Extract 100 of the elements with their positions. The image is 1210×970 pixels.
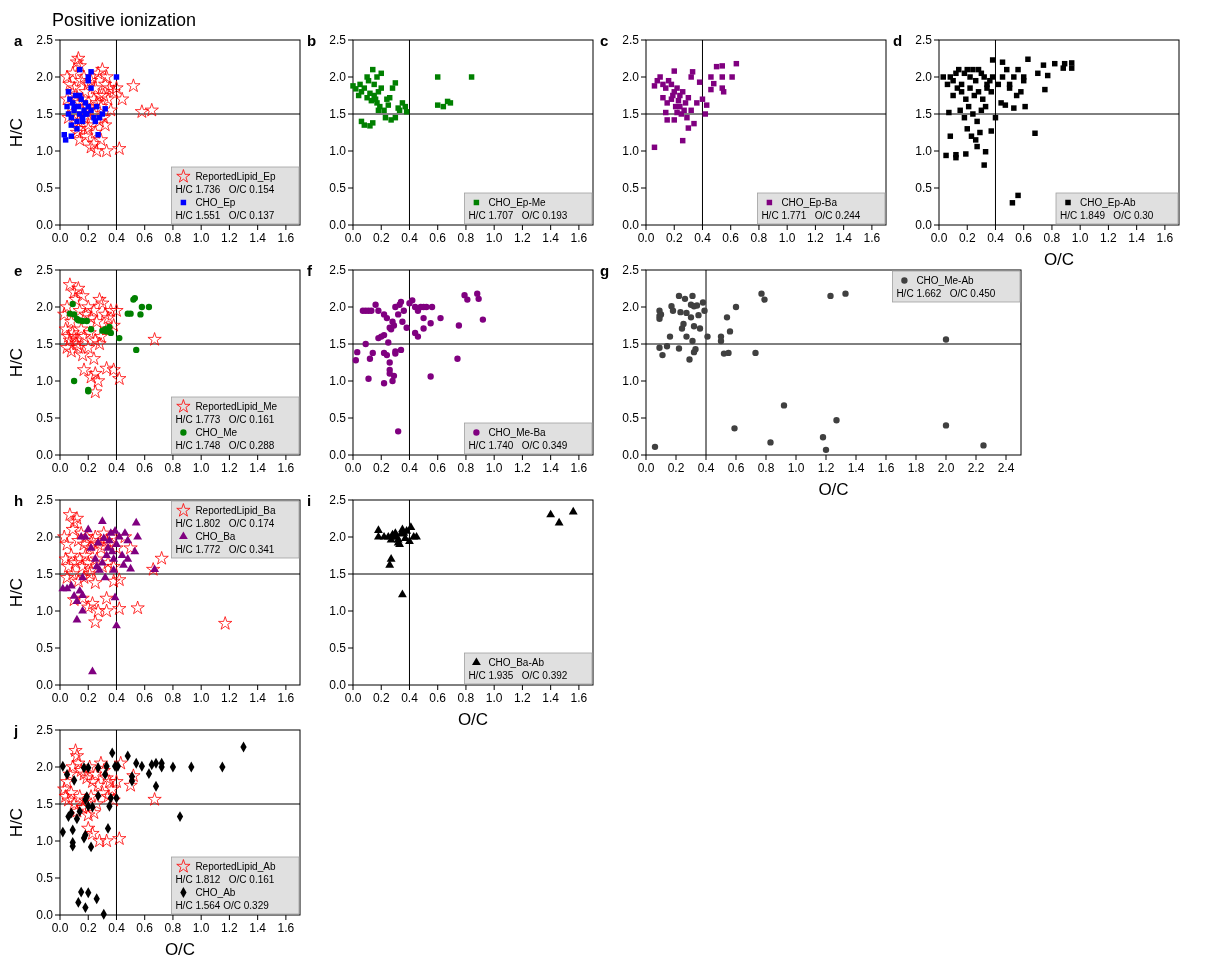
x-tick-label: 1.4 bbox=[847, 461, 865, 475]
y-tick-label: 2.0 bbox=[36, 300, 54, 315]
x-tick-label: 0.0 bbox=[51, 691, 69, 705]
x-tick-label: 1.6 bbox=[570, 231, 588, 245]
y-tick-label: 2.0 bbox=[329, 530, 347, 545]
x-tick-label: 0.4 bbox=[694, 231, 712, 245]
x-tick-label: 0.8 bbox=[457, 231, 475, 245]
y-tick-label: 2.5 bbox=[622, 33, 640, 48]
x-tick-label: 0.2 bbox=[667, 461, 685, 475]
x-tick-label: 1.2 bbox=[221, 691, 239, 705]
chart-title: g bbox=[600, 262, 610, 279]
x-tick-label: 1.6 bbox=[277, 231, 295, 245]
legend-label: ReportedLipid_Ab bbox=[195, 861, 276, 872]
chart-title: b bbox=[307, 32, 317, 49]
x-axis-title: O/C bbox=[457, 710, 489, 729]
legend-label: CHO_Me bbox=[195, 427, 238, 438]
x-tick-label: 0.8 bbox=[164, 921, 182, 935]
x-tick-label: 0.0 bbox=[51, 231, 69, 245]
legend-label: ReportedLipid_Ba bbox=[195, 505, 276, 516]
x-tick-label: 0.0 bbox=[930, 231, 948, 245]
x-tick-label: 0.6 bbox=[727, 461, 745, 475]
x-tick-label: 1.2 bbox=[514, 691, 532, 705]
legend-label: CHO_Ba-Ab bbox=[488, 657, 545, 668]
y-tick-label: 1.0 bbox=[329, 374, 347, 389]
x-tick-label: 1.0 bbox=[192, 921, 210, 935]
y-tick-label: 2.0 bbox=[622, 70, 640, 85]
x-tick-label: 0.4 bbox=[108, 921, 126, 935]
y-tick-label: 1.5 bbox=[622, 107, 640, 122]
x-tick-label: 1.0 bbox=[787, 461, 805, 475]
x-tick-label: 0.6 bbox=[136, 461, 154, 475]
y-axis-title: H/C bbox=[7, 807, 26, 838]
y-tick-label: 1.5 bbox=[36, 107, 54, 122]
x-tick-label: 2.0 bbox=[937, 461, 955, 475]
x-tick-label: 0.8 bbox=[1043, 231, 1061, 245]
y-tick-label: 0.0 bbox=[329, 218, 347, 233]
x-tick-label: 1.0 bbox=[485, 691, 503, 705]
y-tick-label: 2.5 bbox=[36, 723, 54, 738]
x-tick-label: 0.6 bbox=[429, 691, 447, 705]
x-tick-label: 0.2 bbox=[958, 231, 976, 245]
y-tick-label: 0.5 bbox=[36, 411, 54, 426]
x-tick-label: 0.4 bbox=[108, 231, 126, 245]
y-axis-title: H/C bbox=[7, 577, 26, 608]
x-axis-title: O/C bbox=[1043, 250, 1075, 269]
legend-label: CHO_Ep-Ab bbox=[1080, 197, 1137, 208]
x-tick-label: 1.2 bbox=[221, 231, 239, 245]
x-tick-label: 0.6 bbox=[1015, 231, 1033, 245]
y-tick-label: 1.0 bbox=[915, 144, 933, 159]
x-tick-label: 0.8 bbox=[457, 691, 475, 705]
y-tick-label: 1.5 bbox=[622, 337, 640, 352]
y-axis-title: H/C bbox=[7, 347, 26, 378]
annotation: H/C 1.849 O/C 0.30 bbox=[1060, 210, 1154, 221]
y-tick-label: 1.5 bbox=[915, 107, 933, 122]
x-tick-label: 0.2 bbox=[372, 461, 390, 475]
y-tick-label: 1.5 bbox=[36, 797, 54, 812]
y-tick-label: 2.5 bbox=[329, 33, 347, 48]
x-tick-label: 0.6 bbox=[136, 921, 154, 935]
y-tick-label: 2.5 bbox=[36, 493, 54, 508]
y-tick-label: 2.5 bbox=[36, 263, 54, 278]
x-tick-label: 1.2 bbox=[807, 231, 825, 245]
x-tick-label: 0.2 bbox=[79, 231, 97, 245]
y-tick-label: 0.0 bbox=[36, 218, 54, 233]
y-tick-label: 0.5 bbox=[329, 411, 347, 426]
x-tick-label: 0.2 bbox=[79, 691, 97, 705]
annotation: H/C 1.772 O/C 0.341 bbox=[175, 544, 275, 555]
chart-title: h bbox=[14, 492, 24, 509]
y-tick-label: 1.5 bbox=[329, 337, 347, 352]
x-tick-label: 0.4 bbox=[108, 461, 126, 475]
x-tick-label: 1.6 bbox=[1156, 231, 1174, 245]
y-tick-label: 0.5 bbox=[915, 181, 933, 196]
y-tick-label: 0.0 bbox=[329, 678, 347, 693]
chart-subtitle: Positive ionization bbox=[52, 10, 197, 30]
y-tick-label: 2.5 bbox=[36, 33, 54, 48]
x-tick-label: 1.6 bbox=[863, 231, 881, 245]
y-tick-label: 2.0 bbox=[915, 70, 933, 85]
x-axis-title: O/C bbox=[818, 480, 849, 499]
y-tick-label: 2.5 bbox=[915, 33, 933, 48]
x-tick-label: 0.2 bbox=[372, 231, 390, 245]
annotation: H/C 1.564 O/C 0.329 bbox=[175, 900, 270, 911]
x-tick-label: 0.6 bbox=[136, 691, 154, 705]
x-tick-label: 2.4 bbox=[997, 461, 1015, 475]
x-tick-label: 0.0 bbox=[51, 461, 69, 475]
y-tick-label: 1.0 bbox=[622, 144, 640, 159]
x-tick-label: 0.0 bbox=[344, 461, 362, 475]
y-tick-label: 0.5 bbox=[36, 181, 54, 196]
y-tick-label: 1.0 bbox=[36, 834, 54, 849]
x-tick-label: 0.6 bbox=[722, 231, 740, 245]
y-tick-label: 1.0 bbox=[329, 144, 347, 159]
x-tick-label: 1.6 bbox=[877, 461, 895, 475]
y-tick-label: 1.5 bbox=[329, 107, 347, 122]
y-tick-label: 1.0 bbox=[36, 374, 54, 389]
y-tick-label: 2.0 bbox=[36, 530, 54, 545]
x-tick-label: 1.6 bbox=[277, 921, 295, 935]
legend-label: ReportedLipid_Ep bbox=[195, 171, 276, 182]
y-tick-label: 2.5 bbox=[329, 493, 347, 508]
annotation: H/C 1.748 O/C 0.288 bbox=[175, 440, 275, 451]
chart-title: e bbox=[14, 262, 23, 279]
x-tick-label: 1.4 bbox=[542, 691, 560, 705]
y-tick-label: 2.0 bbox=[36, 70, 54, 85]
x-tick-label: 0.8 bbox=[164, 691, 182, 705]
x-tick-label: 0.0 bbox=[344, 231, 362, 245]
